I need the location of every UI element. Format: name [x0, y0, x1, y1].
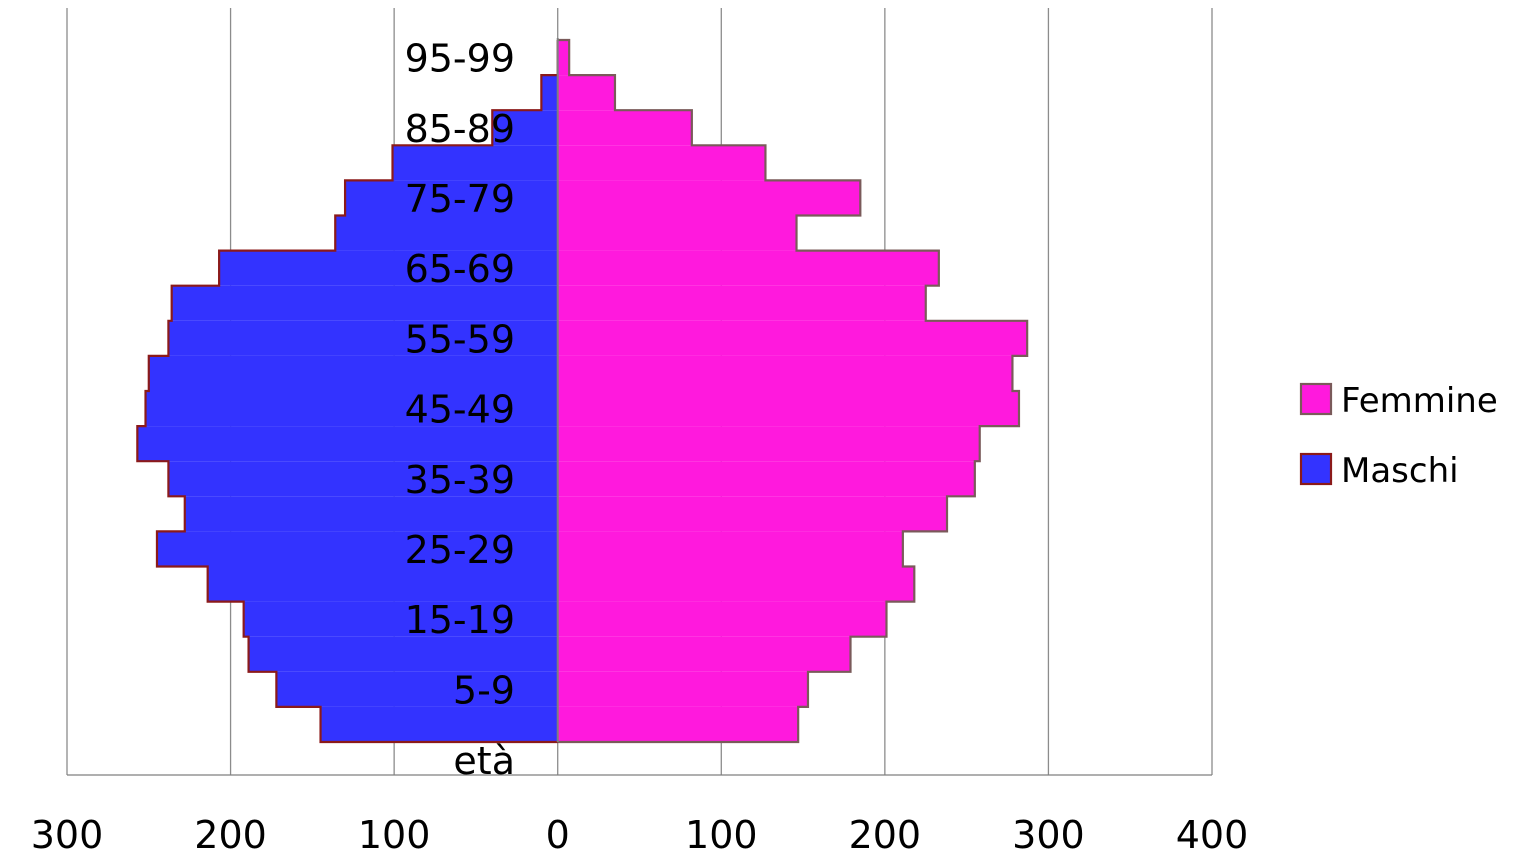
x-tick-label-2: 100	[358, 813, 431, 856]
category-label-5-9: 5-9	[453, 668, 515, 712]
bar-maschi-40-44	[137, 426, 558, 462]
bar-maschi-15-19	[243, 601, 558, 637]
bar-maschi-90-94	[541, 75, 558, 111]
x-tick-label-3: 0	[546, 813, 570, 856]
bar-femmine-5-9	[557, 671, 808, 707]
x-tick-labels: 300 200 100 0 100 200 300 400	[31, 813, 1249, 856]
category-label-15-19: 15-19	[405, 598, 515, 642]
bar-femmine-15-19	[557, 601, 887, 637]
category-label-35-39: 35-39	[405, 458, 515, 502]
category-label-55-59: 55-59	[405, 317, 515, 361]
bar-maschi-60-64	[171, 285, 558, 321]
outline-femmine	[557, 38, 1029, 744]
x-tick-label-5: 200	[849, 813, 922, 856]
bar-maschi-65-69	[219, 250, 558, 286]
y-axis-label: età	[453, 739, 515, 783]
bar-femmine-60-64	[557, 285, 926, 321]
bar-femmine-55-59	[557, 320, 1028, 356]
bar-maschi-85-89	[492, 110, 558, 146]
legend-swatch-maschi	[1299, 452, 1333, 486]
bar-maschi-0-4	[320, 706, 558, 742]
legend: Femmine Maschi	[1299, 381, 1498, 491]
outline-maschi	[136, 40, 559, 744]
bar-femmine-35-39	[557, 461, 975, 497]
bar-femmine-95-99	[557, 40, 570, 76]
bar-femmine-80-84	[557, 145, 766, 181]
bar-femmine-90-94	[557, 75, 615, 111]
category-label-85-89: 85-89	[405, 107, 515, 151]
axes	[67, 38, 1212, 776]
bar-femmine-30-34	[557, 496, 948, 532]
category-label-75-79: 75-79	[405, 177, 515, 221]
bar-femmine-85-89	[557, 110, 692, 146]
bar-femmine-10-14	[557, 636, 851, 672]
category-label-95-99: 95-99	[405, 37, 515, 81]
bar-maschi-25-29	[156, 531, 558, 567]
legend-label-maschi: Maschi	[1341, 451, 1459, 491]
bar-maschi-5-9	[276, 671, 558, 707]
bar-maschi-50-54	[148, 355, 558, 391]
bar-femmine-25-29	[557, 531, 903, 567]
x-tick-label-0: 300	[31, 813, 104, 856]
series-femmine	[557, 38, 1029, 744]
x-tick-label-6: 300	[1012, 813, 1085, 856]
category-label-65-69: 65-69	[405, 247, 515, 291]
bar-maschi-10-14	[248, 636, 558, 672]
bar-femmine-20-24	[557, 566, 915, 602]
legend-swatch-femmine	[1299, 382, 1333, 416]
bar-femmine-40-44	[557, 426, 980, 462]
bar-maschi-20-24	[207, 566, 558, 602]
bar-femmine-50-54	[557, 355, 1013, 391]
bar-maschi-55-59	[168, 320, 558, 356]
bar-femmine-65-69	[557, 250, 939, 286]
bar-femmine-0-4	[557, 706, 799, 742]
legend-label-femmine: Femmine	[1341, 381, 1498, 421]
bar-maschi-35-39	[168, 461, 558, 497]
bar-maschi-80-84	[392, 145, 558, 181]
bar-maschi-30-34	[184, 496, 558, 532]
x-tick-label-7: 400	[1176, 813, 1249, 856]
bar-maschi-45-49	[145, 391, 558, 427]
category-labels: 5-9 15-19 25-29 35-39 45-49 55-59 65-69 75-79 85…	[405, 37, 515, 713]
bar-femmine-75-79	[557, 180, 861, 216]
category-label-45-49: 45-49	[405, 388, 515, 432]
bar-maschi-75-79	[345, 180, 558, 216]
x-tick-label-1: 200	[194, 813, 267, 856]
bar-femmine-45-49	[557, 391, 1019, 427]
series-maschi	[136, 40, 559, 744]
bar-maschi-70-74	[335, 215, 558, 251]
x-tick-label-4: 100	[685, 813, 758, 856]
category-label-25-29: 25-29	[405, 528, 515, 572]
bar-femmine-70-74	[557, 215, 797, 251]
